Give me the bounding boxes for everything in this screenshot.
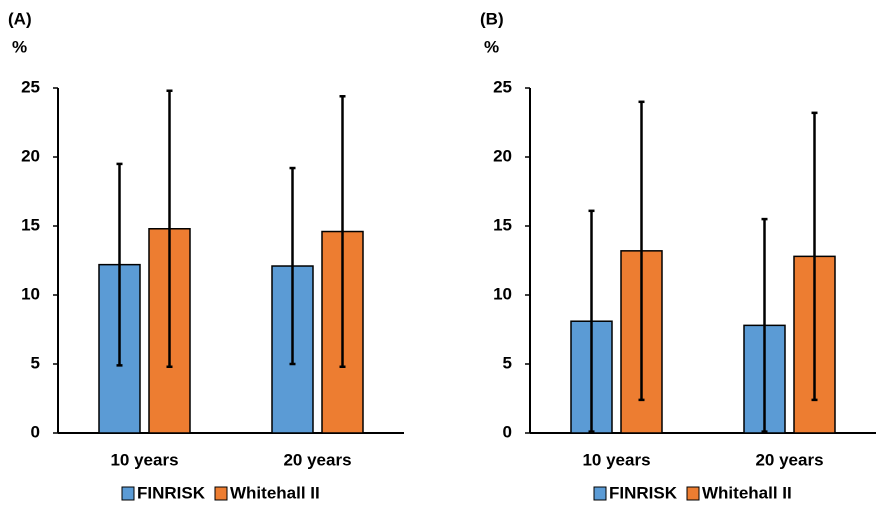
- x-tick-label: 10 years: [110, 450, 178, 469]
- legend-swatch: [215, 487, 227, 500]
- y-tick-label: 0: [31, 422, 40, 441]
- legend-label: Whitehall II: [230, 483, 320, 502]
- x-tick-label: 10 years: [582, 450, 650, 469]
- panel-label: (A): [8, 9, 32, 28]
- x-tick-label: 20 years: [283, 450, 351, 469]
- y-axis-label: %: [12, 37, 27, 56]
- legend-swatch: [122, 487, 134, 500]
- legend-label: Whitehall II: [702, 483, 792, 502]
- y-tick-label: 5: [503, 353, 512, 372]
- y-tick-label: 20: [493, 146, 512, 165]
- y-tick-label: 20: [21, 146, 40, 165]
- y-tick-label: 10: [21, 284, 40, 303]
- legend-swatch: [594, 487, 606, 500]
- panel-label: (B): [480, 9, 504, 28]
- y-tick-label: 15: [493, 215, 512, 234]
- y-tick-label: 25: [493, 77, 512, 96]
- y-tick-label: 25: [21, 77, 40, 96]
- legend-label: FINRISK: [609, 483, 678, 502]
- y-tick-label: 15: [21, 215, 40, 234]
- figure: (A)% 0 5 10 15 20 25 10 years 20 years FINRISK Whi…: [0, 0, 884, 508]
- x-tick-label: 20 years: [755, 450, 823, 469]
- legend-label: FINRISK: [137, 483, 206, 502]
- y-tick-label: 5: [31, 353, 40, 372]
- y-tick-label: 0: [503, 422, 512, 441]
- y-tick-label: 10: [493, 284, 512, 303]
- legend-swatch: [687, 487, 699, 500]
- y-axis-label: %: [484, 37, 499, 56]
